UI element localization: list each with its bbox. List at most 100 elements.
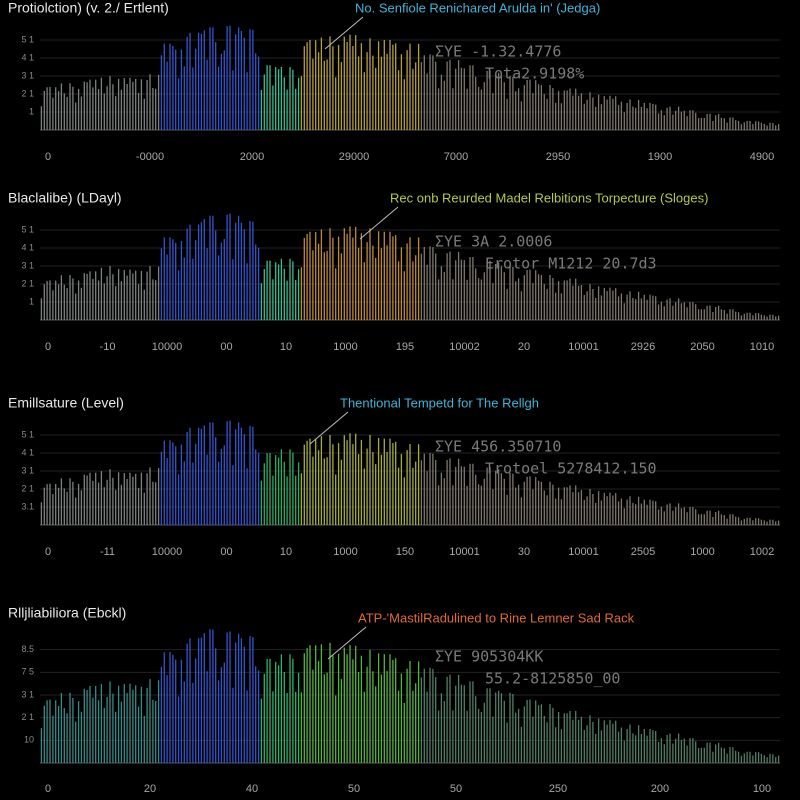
y-tick-label: 3.1 bbox=[21, 501, 34, 511]
spectral-bar bbox=[600, 287, 620, 320]
spectral-bar bbox=[280, 67, 300, 130]
annotation-leader bbox=[327, 626, 367, 660]
spectral-bar bbox=[480, 688, 500, 763]
x-tick-label: 10001 bbox=[449, 546, 480, 558]
spectral-bar bbox=[140, 74, 160, 130]
spectral-bar bbox=[620, 99, 640, 130]
spectral-bar bbox=[400, 444, 420, 525]
stat-text: Tota2.9198% bbox=[485, 65, 584, 83]
spectral-bar bbox=[640, 294, 660, 320]
spectral-bar bbox=[320, 228, 340, 320]
spectral-bar bbox=[500, 692, 520, 763]
spectral-bar bbox=[340, 34, 360, 130]
spectral-bar bbox=[680, 302, 700, 320]
spectral-bar bbox=[220, 213, 240, 320]
spectral-bar bbox=[300, 645, 320, 763]
y-tick-label: 7 5 bbox=[21, 667, 34, 677]
spectral-bar bbox=[400, 661, 420, 763]
x-tick-label: 00 bbox=[220, 546, 232, 558]
spectral-bar bbox=[640, 729, 660, 763]
spectral-bar bbox=[280, 449, 300, 525]
spectral-bar bbox=[120, 683, 140, 763]
spectral-bar bbox=[520, 476, 540, 525]
spectral-bar bbox=[260, 453, 280, 525]
x-tick-label: -10 bbox=[100, 341, 116, 353]
spectral-bar bbox=[380, 654, 400, 763]
spectral-bar bbox=[340, 226, 360, 320]
y-tick-label: 3 1 bbox=[21, 465, 34, 475]
x-tick-label: 2050 bbox=[690, 341, 714, 353]
x-tick-label: 2950 bbox=[546, 151, 570, 163]
spectral-bar bbox=[740, 751, 760, 763]
spectral-bar bbox=[40, 280, 60, 320]
spectral-bar bbox=[480, 70, 500, 130]
spectral-bar bbox=[700, 510, 720, 525]
spectral-bar bbox=[560, 278, 580, 320]
x-tick-label: 10001 bbox=[568, 341, 599, 353]
spectral-bar bbox=[120, 269, 140, 320]
y-tick-label: 5 1 bbox=[21, 429, 34, 439]
spectral-bar bbox=[40, 699, 60, 763]
stat-text: Trotoel 5278412.150 bbox=[485, 460, 657, 478]
spectral-bar bbox=[300, 40, 320, 130]
x-tick-label: 2000 bbox=[240, 151, 264, 163]
x-tick-label: 7000 bbox=[444, 151, 468, 163]
spectral-bar bbox=[500, 76, 520, 130]
x-tick-label: 2926 bbox=[631, 341, 655, 353]
y-tick-label: 2 1 bbox=[21, 483, 34, 493]
spectral-bar bbox=[720, 309, 740, 320]
spectral-bar bbox=[400, 237, 420, 320]
y-tick-label: 4 1 bbox=[21, 242, 34, 252]
spectral-bar bbox=[500, 266, 520, 320]
spectral-bar bbox=[140, 266, 160, 320]
spectral-bar bbox=[320, 435, 340, 525]
spectral-bar bbox=[200, 422, 220, 525]
spectral-bar bbox=[380, 438, 400, 525]
y-tick-label: 4 1 bbox=[21, 447, 34, 457]
spectral-bar bbox=[420, 453, 440, 525]
spectral-bar bbox=[60, 478, 80, 525]
chart-panel: Emillsature (Level) 3.1 2 1 3 1 4 1 5 1 0 -11 10… bbox=[8, 395, 780, 558]
x-tick-label: 10000 bbox=[152, 341, 183, 353]
y-tick-label: 5 1 bbox=[21, 224, 34, 234]
x-tick-label: 29000 bbox=[339, 151, 370, 163]
spectral-bar bbox=[560, 710, 580, 763]
spectral-bar bbox=[220, 420, 240, 525]
spectral-bar bbox=[680, 110, 700, 130]
annotation: ATP-'MastilRadulined to Rine Lemner Sad … bbox=[358, 610, 635, 625]
spectral-bar bbox=[700, 742, 720, 763]
spectral-bar bbox=[240, 221, 260, 320]
spectral-bar bbox=[560, 88, 580, 130]
spectral-bar bbox=[100, 266, 120, 320]
spectral-bar bbox=[80, 271, 100, 320]
spectral-bar bbox=[760, 753, 780, 763]
x-tick-label: 4900 bbox=[750, 151, 774, 163]
annotation-leader bbox=[324, 16, 364, 50]
spectral-bar bbox=[460, 65, 480, 130]
chart-title: Blaclalibe) (LDayl) bbox=[8, 190, 122, 206]
spectral-bar bbox=[140, 679, 160, 763]
spectral-bar bbox=[640, 103, 660, 130]
x-tick-label: -0000 bbox=[136, 151, 164, 163]
spectral-bar bbox=[240, 636, 260, 763]
spectral-bar bbox=[240, 29, 260, 130]
spectral-bar bbox=[560, 485, 580, 525]
x-tick-label: 10000 bbox=[152, 546, 183, 558]
spectral-bar bbox=[120, 472, 140, 525]
y-tick-label: 2 1 bbox=[21, 88, 34, 98]
x-tick-label: 10 bbox=[280, 546, 292, 558]
y-tick-label: 1 bbox=[29, 106, 34, 116]
spectral-bar bbox=[540, 704, 560, 763]
spectral-bar bbox=[540, 275, 560, 320]
spectral-bar bbox=[180, 32, 200, 130]
x-tick-label: 50 bbox=[450, 783, 462, 795]
spectral-bar bbox=[100, 681, 120, 763]
x-tick-label: 30 bbox=[518, 546, 530, 558]
spectral-bar bbox=[360, 228, 380, 320]
spectral-bar bbox=[160, 651, 180, 763]
spectral-bar bbox=[420, 246, 440, 320]
spectral-bar bbox=[400, 43, 420, 130]
x-tick-label: 100 bbox=[753, 783, 771, 795]
spectral-bar bbox=[440, 251, 460, 320]
spectral-bar bbox=[100, 76, 120, 130]
